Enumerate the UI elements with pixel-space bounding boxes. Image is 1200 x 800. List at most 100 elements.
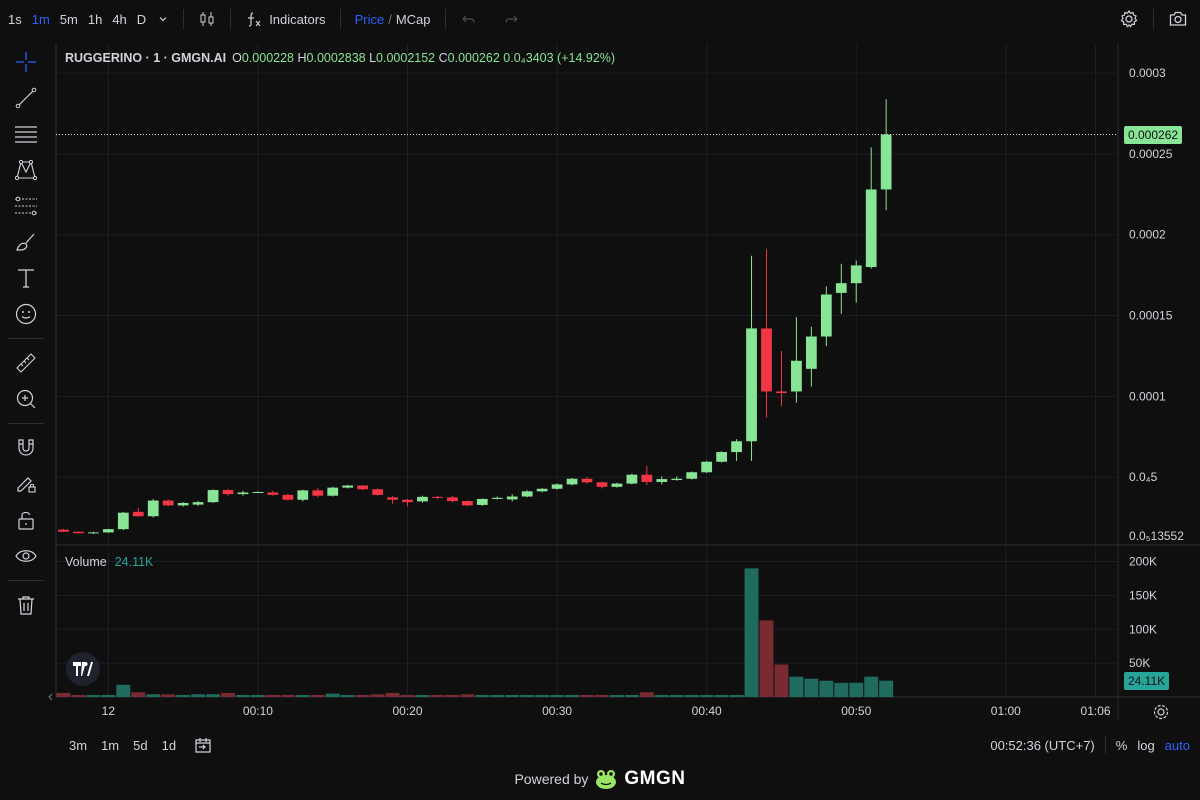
volume-bar bbox=[565, 694, 580, 697]
stay-in-drawing-tool[interactable] bbox=[0, 466, 52, 502]
volume-bar bbox=[146, 694, 161, 697]
settings-button[interactable] bbox=[1113, 0, 1145, 38]
fib-tool[interactable] bbox=[0, 188, 52, 224]
range-5d[interactable]: 5d bbox=[133, 737, 148, 753]
candle-body bbox=[611, 483, 623, 487]
pattern-tool[interactable] bbox=[0, 152, 52, 188]
timeframe-1m[interactable]: 1m bbox=[31, 11, 50, 27]
tool-divider bbox=[8, 338, 44, 339]
timeframe-5m[interactable]: 5m bbox=[59, 11, 78, 27]
candle-body bbox=[716, 452, 728, 462]
candle-body bbox=[731, 441, 742, 453]
timeframe-D[interactable]: D bbox=[136, 11, 147, 27]
horizontal-lines-icon bbox=[15, 126, 37, 143]
horizontal-lines-tool[interactable] bbox=[0, 116, 52, 152]
candlestick-icon bbox=[200, 12, 214, 26]
candle-body bbox=[237, 492, 249, 495]
volume-tick-label: 50K bbox=[1129, 656, 1150, 670]
volume-bar bbox=[460, 694, 475, 697]
volume-bar bbox=[415, 694, 430, 697]
open-value: 0.000228 bbox=[241, 51, 294, 65]
candle-body bbox=[117, 512, 129, 530]
candle-body bbox=[162, 500, 174, 506]
gear-icon bbox=[1120, 9, 1138, 28]
powered-text: Powered by bbox=[514, 771, 589, 787]
ruler-tool[interactable] bbox=[0, 345, 52, 381]
zoom-tool[interactable] bbox=[0, 381, 52, 417]
trend-line-tool[interactable] bbox=[0, 80, 52, 116]
redo-button[interactable] bbox=[496, 0, 526, 38]
indicators-button[interactable]: Indicators bbox=[239, 0, 331, 38]
volume-bar bbox=[71, 694, 86, 697]
volume-bar bbox=[161, 694, 176, 697]
volume-bar bbox=[535, 694, 550, 697]
undo-button[interactable] bbox=[454, 0, 484, 38]
timeframe-4h[interactable]: 4h bbox=[112, 11, 127, 27]
magnet-tool[interactable] bbox=[0, 430, 52, 466]
bottom-right-controls: 00:52:36 (UTC+7) % log auto bbox=[990, 730, 1190, 760]
price-mcap-toggle[interactable]: Price / MCap bbox=[349, 0, 437, 38]
price-option[interactable]: Price bbox=[354, 11, 385, 27]
brush-tool[interactable] bbox=[0, 224, 52, 260]
candle-body bbox=[73, 531, 84, 534]
redo-icon bbox=[504, 15, 518, 23]
goto-date-button[interactable] bbox=[187, 726, 219, 764]
last-volume-badge: 24.11K bbox=[1124, 671, 1170, 690]
candle-body bbox=[297, 490, 309, 500]
candle-body bbox=[88, 532, 99, 534]
time-tick-label: 00:20 bbox=[392, 704, 422, 718]
indicators-label: Indicators bbox=[269, 11, 326, 27]
range-1d[interactable]: 1d bbox=[161, 737, 177, 753]
candle-body bbox=[252, 491, 264, 493]
candle-body bbox=[581, 478, 593, 483]
tradingview-logo[interactable] bbox=[66, 652, 100, 686]
candle-body bbox=[446, 497, 458, 502]
price-tick-label: 0.0₅13552 bbox=[1129, 529, 1184, 543]
tool-divider bbox=[8, 580, 44, 581]
lock-drawings-tool[interactable] bbox=[0, 502, 52, 538]
symbol-name[interactable]: RUGGERINO · 1 · GMGN.AI bbox=[65, 51, 227, 65]
log-scale-toggle[interactable]: log bbox=[1137, 737, 1155, 753]
candle-body bbox=[132, 511, 144, 517]
percent-scale-toggle[interactable]: % bbox=[1115, 737, 1128, 753]
text-tool[interactable] bbox=[0, 260, 52, 296]
timeframe-dropdown[interactable] bbox=[151, 0, 175, 38]
candle-body bbox=[566, 478, 578, 485]
candle-body bbox=[342, 485, 354, 488]
candle-body bbox=[58, 529, 69, 532]
hide-drawings-tool[interactable] bbox=[0, 538, 52, 574]
range-1m[interactable]: 1m bbox=[101, 737, 120, 753]
candle-body bbox=[402, 499, 413, 503]
candle-body bbox=[880, 134, 892, 190]
timeframe-1h[interactable]: 1h bbox=[87, 11, 103, 27]
timeframe-1s[interactable]: 1s bbox=[8, 11, 22, 27]
price-tick-label: 0.0₄5 bbox=[1129, 470, 1158, 484]
emoji-tool[interactable] bbox=[0, 296, 52, 332]
calendar-icon bbox=[195, 738, 211, 753]
zoom-in-icon bbox=[16, 389, 36, 409]
volume-bar bbox=[86, 694, 101, 697]
chart-type-button[interactable] bbox=[192, 0, 222, 38]
camera-icon bbox=[1169, 11, 1187, 26]
volume-bar bbox=[550, 694, 565, 697]
volume-bar bbox=[176, 694, 191, 697]
volume-label[interactable]: Volume bbox=[65, 555, 107, 569]
candle-body bbox=[327, 487, 339, 496]
price-tick-label: 0.0002 bbox=[1129, 228, 1166, 242]
close-label: C bbox=[438, 51, 448, 65]
candle-body bbox=[835, 283, 847, 293]
candle-body bbox=[267, 492, 279, 495]
chevron-down-icon bbox=[159, 17, 167, 22]
clock[interactable]: 00:52:36 (UTC+7) bbox=[990, 737, 1095, 753]
crosshair-tool[interactable] bbox=[0, 44, 52, 80]
candle-body bbox=[312, 490, 324, 496]
time-tick-label: 01:00 bbox=[991, 704, 1021, 718]
remove-drawings-tool[interactable] bbox=[0, 587, 52, 623]
range-3m[interactable]: 3m bbox=[69, 737, 88, 753]
mcap-option[interactable]: MCap bbox=[395, 11, 431, 27]
auto-scale-toggle[interactable]: auto bbox=[1164, 737, 1190, 753]
screenshot-button[interactable] bbox=[1162, 0, 1194, 38]
volume-bar bbox=[594, 694, 609, 697]
chart-legend: RUGGERINO · 1 · GMGN.AI O0.000228 H0.000… bbox=[65, 51, 615, 65]
